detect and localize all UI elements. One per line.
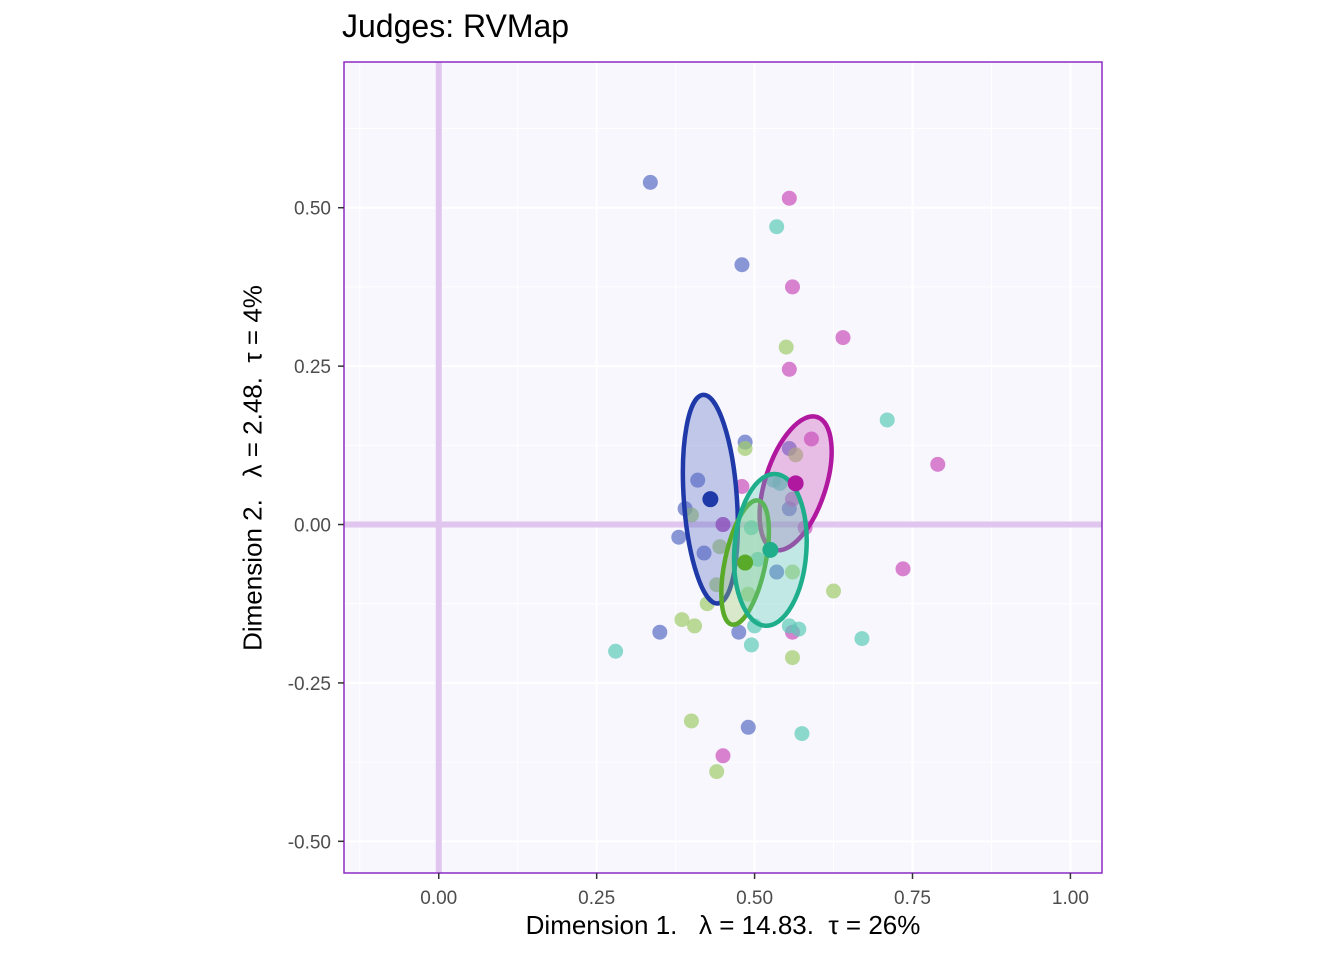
- data-point[interactable]: [788, 447, 804, 463]
- data-point[interactable]: [652, 624, 668, 640]
- group-mean-point[interactable]: [787, 475, 804, 492]
- group-mean-point[interactable]: [702, 491, 719, 508]
- y-axis: 0.50 0.25 0.00 -0.25 -0.50: [288, 199, 344, 853]
- x-tick-label: 0.25: [578, 888, 615, 909]
- data-point[interactable]: [879, 412, 895, 428]
- data-point[interactable]: [740, 719, 756, 735]
- data-points: [608, 174, 946, 780]
- y-tick-label: 0.25: [294, 357, 331, 378]
- data-point[interactable]: [696, 545, 712, 561]
- y-tick-label: 0.50: [294, 199, 331, 220]
- data-point[interactable]: [826, 583, 842, 599]
- plot-border: [343, 61, 1103, 874]
- x-axis-label: Dimension 1. λ = 14.83. τ = 26%: [525, 910, 921, 940]
- group-means: [702, 475, 804, 571]
- data-point[interactable]: [737, 440, 753, 456]
- data-point[interactable]: [854, 631, 870, 647]
- data-point[interactable]: [930, 456, 946, 472]
- data-point[interactable]: [772, 475, 788, 491]
- data-point[interactable]: [743, 520, 759, 536]
- data-point[interactable]: [715, 517, 731, 533]
- x-tick-label: 0.50: [736, 888, 773, 909]
- data-point[interactable]: [803, 431, 819, 447]
- data-point[interactable]: [784, 564, 800, 580]
- data-point[interactable]: [781, 190, 797, 206]
- data-point[interactable]: [715, 748, 731, 764]
- data-point[interactable]: [690, 472, 706, 488]
- x-axis: 0.00 0.25 0.50 0.75 1.00: [420, 873, 1089, 909]
- data-point[interactable]: [794, 726, 810, 742]
- data-point[interactable]: [671, 529, 687, 545]
- data-point[interactable]: [895, 561, 911, 577]
- data-point[interactable]: [674, 612, 690, 628]
- group-mean-point[interactable]: [762, 541, 779, 558]
- data-point[interactable]: [784, 650, 800, 666]
- data-point[interactable]: [778, 339, 794, 355]
- data-point[interactable]: [712, 539, 728, 555]
- data-point[interactable]: [750, 551, 766, 567]
- data-point[interactable]: [769, 564, 785, 580]
- data-point[interactable]: [683, 713, 699, 729]
- data-point[interactable]: [791, 621, 807, 637]
- data-point[interactable]: [743, 637, 759, 653]
- panel-border: [343, 61, 1103, 874]
- y-tick-label: -0.50: [288, 832, 331, 853]
- panel-background: [344, 62, 1102, 873]
- data-point[interactable]: [687, 618, 703, 634]
- x-tick-label: 0.00: [420, 888, 457, 909]
- data-point[interactable]: [608, 643, 624, 659]
- y-tick-label: 0.00: [294, 516, 331, 537]
- group-mean-point[interactable]: [737, 554, 754, 571]
- data-point[interactable]: [835, 330, 851, 346]
- y-tick-label: -0.25: [288, 674, 331, 695]
- plot-panel: [344, 62, 1102, 873]
- x-tick-label: 1.00: [1052, 888, 1089, 909]
- x-tick-label: 0.75: [894, 888, 931, 909]
- data-point[interactable]: [784, 279, 800, 295]
- data-point[interactable]: [709, 764, 725, 780]
- y-axis-label: Dimension 2. λ = 2.48. τ = 4%: [237, 285, 268, 651]
- data-point[interactable]: [734, 257, 750, 273]
- data-point[interactable]: [740, 586, 756, 602]
- data-point[interactable]: [642, 174, 658, 190]
- data-point[interactable]: [731, 624, 747, 640]
- data-point[interactable]: [781, 361, 797, 377]
- data-point[interactable]: [769, 219, 785, 235]
- chart-title: Judges: RVMap: [342, 8, 570, 44]
